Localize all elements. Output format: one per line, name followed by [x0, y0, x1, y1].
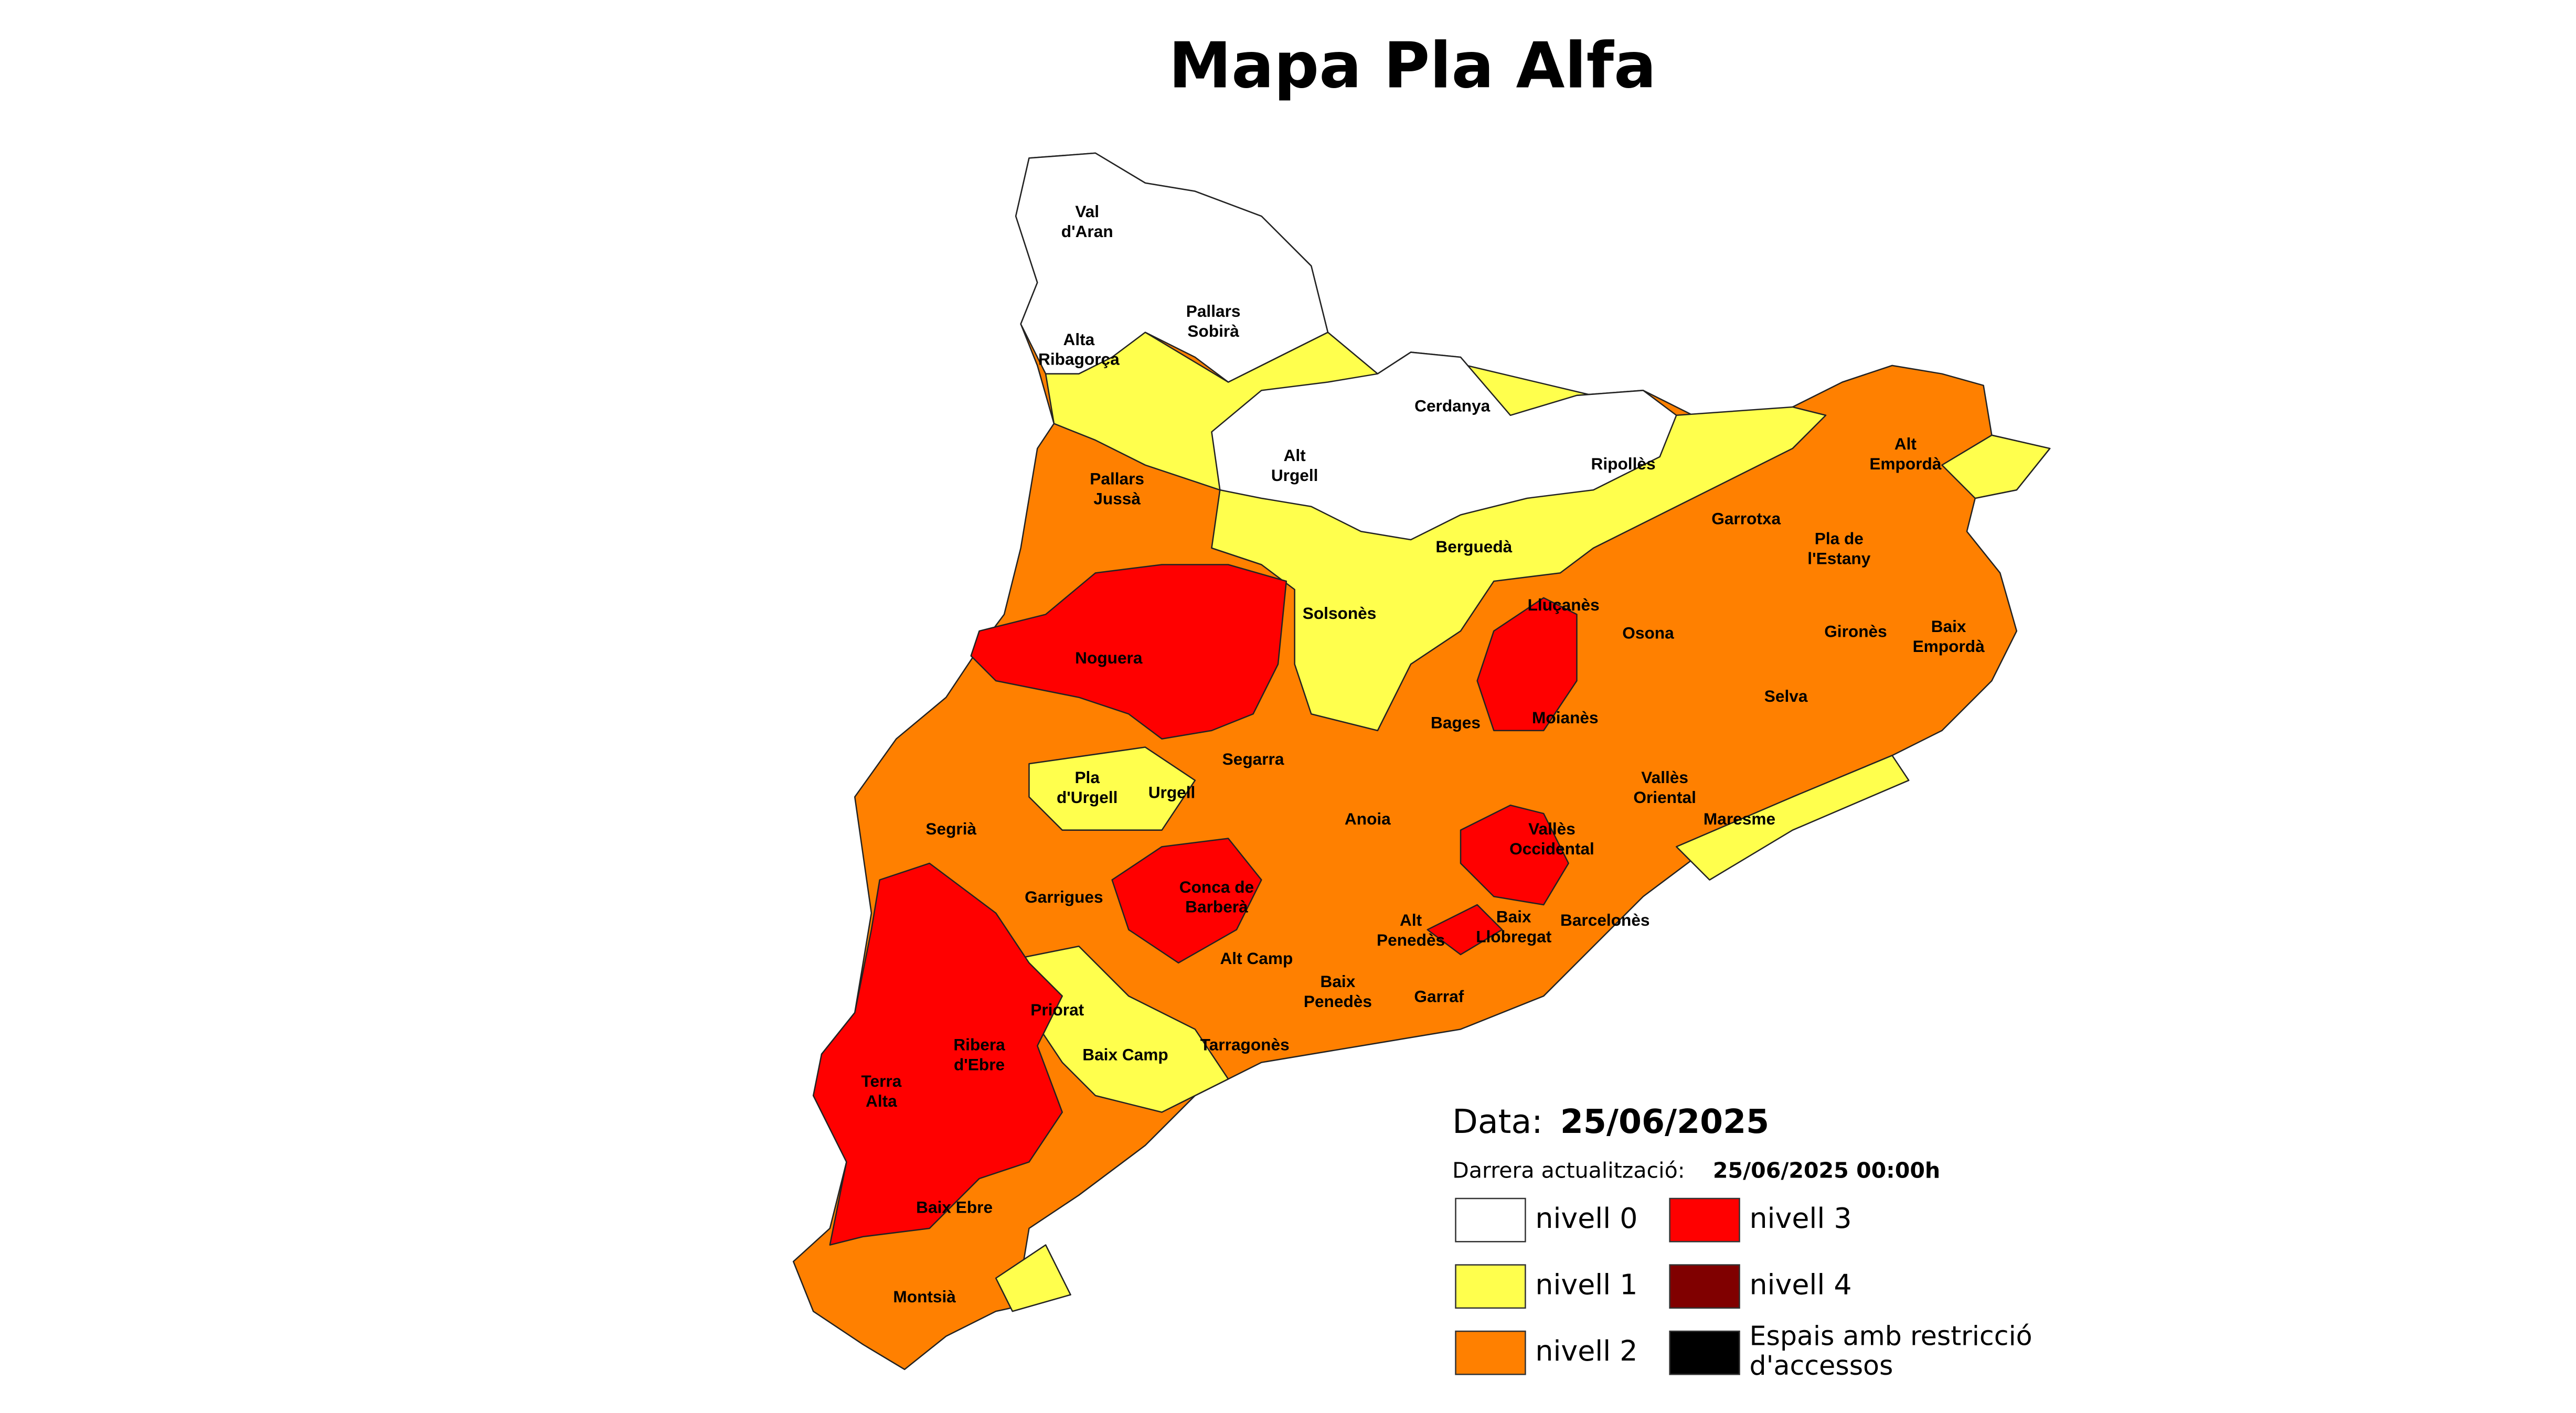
comarca-label: Moianès [1532, 708, 1599, 727]
comarca-label: Alt Camp [1220, 949, 1293, 968]
legend-swatch [1455, 1197, 1526, 1243]
region-nivell-3 [812, 862, 1063, 1246]
legend-label: nivell 0 [1535, 1202, 1637, 1235]
comarca-label: l'Estany [1807, 549, 1870, 568]
comarca-label: Baix [1931, 617, 1966, 636]
comarca-label: Occidental [1509, 839, 1594, 858]
comarca-label: Segrià [925, 819, 976, 838]
comarca-label: d'Aran [1061, 222, 1113, 241]
legend-label: d'accessos [1749, 1350, 1893, 1381]
comarca-label: Segarra [1222, 750, 1284, 768]
comarca-label: Pallars [1090, 469, 1144, 488]
comarca-label: Berguedà [1435, 537, 1512, 556]
comarca-label: Priorat [1030, 1000, 1084, 1019]
comarca-label: Empordà [1869, 454, 1941, 473]
comarca-label: Alt [1284, 446, 1306, 465]
legend-swatch [1669, 1197, 1740, 1243]
comarca-label: Anoia [1345, 809, 1391, 828]
comarca-labels: Vald'AranPallarsSobiràAltaRibagorçaCerda… [861, 202, 1985, 1306]
legend: Data: 25/06/2025 Darrera actualització: … [1452, 1102, 2032, 1381]
comarca-label: Solsonès [1303, 604, 1377, 623]
comarca-label: Urgell [1271, 466, 1318, 485]
comarca-label: Bages [1431, 713, 1481, 732]
comarca-label: Vallès [1641, 768, 1688, 787]
legend-swatch [1669, 1264, 1740, 1309]
legend-label: nivell 4 [1749, 1268, 1851, 1301]
comarca-label: Noguera [1075, 648, 1143, 667]
region-nivell-1 [995, 1244, 1071, 1312]
comarca-label: Penedès [1304, 992, 1372, 1011]
comarca-label: Lluçanès [1528, 595, 1600, 614]
comarca-label: Vallès [1528, 819, 1576, 838]
comarca-label: Montsià [893, 1287, 956, 1306]
region-nivell-3 [1476, 597, 1578, 732]
comarca-label: Alt [1894, 434, 1917, 453]
comarca-label: Ribera [953, 1035, 1005, 1054]
comarca-label: Val [1075, 202, 1099, 221]
title: Mapa Pla Alfa [1168, 29, 1656, 102]
comarca-label: Ribagorça [1038, 350, 1120, 369]
comarca-label: Cerdanya [1414, 396, 1491, 415]
legend-label: nivell 2 [1535, 1334, 1637, 1367]
comarca-label: Osona [1622, 624, 1674, 643]
legend-swatch [1455, 1330, 1526, 1375]
update-label: Darrera actualització: [1452, 1158, 1685, 1183]
comarca-label: Garrigues [1025, 887, 1103, 906]
comarca-label: Oriental [1633, 788, 1696, 807]
date: 25/06/2025 [1560, 1102, 1769, 1141]
comarca-label: Baix [1321, 972, 1356, 991]
comarca-label: Terra [861, 1072, 902, 1090]
comarca-label: Baix Ebre [916, 1197, 993, 1216]
region-nivell-3 [970, 564, 1287, 740]
comarca-label: d'Ebre [954, 1055, 1005, 1074]
comarca-label: Pallars [1186, 302, 1241, 320]
region-nivell-1 [1676, 755, 1910, 881]
comarca-label: Baix [1496, 907, 1531, 926]
date-label: Data: [1452, 1102, 1542, 1141]
region-nivell-0 [1015, 152, 1329, 383]
comarca-label: Pla [1074, 768, 1100, 787]
comarca-label: Jussà [1093, 489, 1141, 508]
comarca-label: Tarragonès [1200, 1035, 1290, 1054]
legend-label: nivell 1 [1535, 1268, 1637, 1301]
comarca-label: Alta [866, 1091, 897, 1110]
comarca-label: Alta [1063, 330, 1095, 349]
comarca-label: Baix Camp [1082, 1045, 1168, 1064]
comarca-label: Alt [1400, 911, 1422, 929]
catalonia-map [792, 152, 2051, 1371]
comarca-label: Ripollès [1591, 454, 1656, 473]
comarca-label: Gironès [1824, 622, 1887, 641]
region-nivell-1 [1028, 746, 1196, 831]
update: 25/06/2025 00:00h [1713, 1158, 1940, 1183]
comarca-label: Pla de [1815, 529, 1864, 548]
comarca-label: Garraf [1414, 987, 1464, 1006]
legend-label: nivell 3 [1749, 1202, 1851, 1235]
comarca-label: Barcelonès [1560, 911, 1650, 929]
region-nivell-1 [1941, 434, 2051, 499]
comarca-label: Sobirà [1187, 322, 1239, 340]
comarca-label: Penedès [1377, 930, 1445, 949]
comarca-label: Empordà [1913, 637, 1985, 656]
comarca-label: Barberà [1185, 897, 1248, 916]
comarca-label: Llobregat [1476, 927, 1552, 946]
legend-swatch [1455, 1264, 1526, 1309]
comarca-label: d'Urgell [1057, 788, 1117, 807]
comarca-label: Garrotxa [1711, 509, 1781, 528]
legend-label: Espais amb restricció [1749, 1320, 2032, 1351]
region-nivell-3 [1111, 838, 1262, 964]
region-nivell-0 [1211, 351, 1677, 541]
comarca-label: Maresme [1704, 809, 1775, 828]
legend-swatch [1669, 1330, 1740, 1375]
comarca-label: Urgell [1148, 783, 1196, 801]
comarca-label: Conca de [1179, 877, 1254, 896]
comarca-label: Selva [1764, 687, 1808, 705]
region-nivell-3 [1460, 804, 1569, 906]
region-nivell-3 [1427, 904, 1503, 956]
